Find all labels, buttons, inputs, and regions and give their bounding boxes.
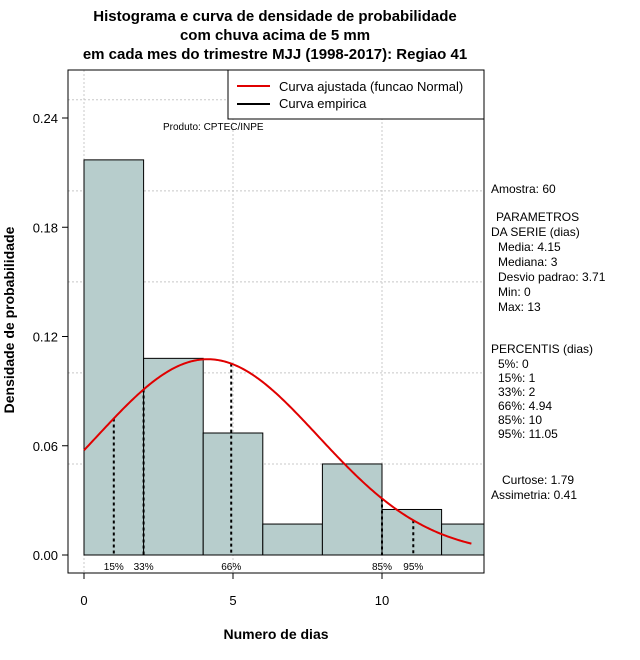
title-line-1: Histograma e curva de densidade de proba… bbox=[93, 8, 456, 25]
y-axis-label: Densidade de probabilidade bbox=[1, 226, 17, 413]
title-line-2: com chuva acima de 5 mm bbox=[180, 27, 370, 44]
legend: Curva ajustada (funcao Normal) Curva emp… bbox=[227, 69, 485, 120]
stat-max: Max: 13 bbox=[498, 300, 541, 314]
params-header-2: DA SERIE (dias) bbox=[491, 225, 580, 239]
percentile-label: 95% bbox=[403, 562, 423, 573]
stat-assimetria: Assimetria: 0.41 bbox=[491, 488, 578, 502]
x-tick-label: 10 bbox=[375, 593, 389, 608]
y-axis: 0.00 0.06 0.12 0.18 0.24 bbox=[33, 111, 68, 563]
percentile-labels: 15% 33% 66% 85% 95% bbox=[104, 562, 424, 573]
percentil-5: 5%: 0 bbox=[498, 357, 529, 371]
x-tick-label: 5 bbox=[229, 593, 236, 608]
percentil-85: 85%: 10 bbox=[498, 413, 543, 427]
percentil-66: 66%: 4.94 bbox=[498, 399, 553, 413]
histogram-bar bbox=[143, 357, 204, 556]
legend-label-empirical: Curva empirica bbox=[279, 96, 367, 111]
chart-title: Histograma e curva de densidade de proba… bbox=[83, 8, 467, 63]
y-tick-label: 0.00 bbox=[33, 548, 58, 563]
percentile-label: 66% bbox=[221, 562, 241, 573]
percentil-15: 15%: 1 bbox=[498, 371, 536, 385]
histogram-bar bbox=[262, 523, 323, 556]
percentil-95: 95%: 11.05 bbox=[498, 427, 558, 441]
normal-curve bbox=[83, 358, 472, 545]
histogram-bar bbox=[441, 523, 485, 556]
histogram-bar bbox=[381, 508, 443, 556]
x-axis: 0 5 10 bbox=[80, 573, 389, 608]
y-tick-label: 0.06 bbox=[33, 439, 58, 454]
stat-mediana: Mediana: 3 bbox=[498, 255, 558, 269]
x-axis-label: Numero de dias bbox=[223, 626, 328, 642]
percentile-label: 33% bbox=[134, 562, 154, 573]
y-tick-label: 0.12 bbox=[33, 330, 58, 345]
histogram-bar bbox=[202, 432, 264, 556]
legend-box bbox=[227, 69, 485, 120]
percentile-label: 15% bbox=[104, 562, 124, 573]
histogram-bars bbox=[83, 159, 485, 556]
sample-size: Amostra: 60 bbox=[491, 182, 556, 196]
title-line-3: em cada mes do trimestre MJJ (1998-2017)… bbox=[83, 46, 467, 63]
legend-label-normal: Curva ajustada (funcao Normal) bbox=[279, 79, 463, 94]
x-tick-label: 0 bbox=[80, 593, 87, 608]
stat-min: Min: 0 bbox=[498, 285, 531, 299]
stat-desvio: Desvio padrao: 3.71 bbox=[498, 270, 606, 284]
percentile-lines bbox=[112, 363, 415, 555]
histogram-bar bbox=[83, 159, 145, 556]
histogram-bar bbox=[321, 463, 383, 556]
percentile-label: 85% bbox=[372, 562, 392, 573]
y-tick-label: 0.18 bbox=[33, 220, 58, 235]
params-header-1: PARAMETROS bbox=[496, 210, 580, 224]
product-annotation: Produto: CPTEC/INPE bbox=[163, 122, 264, 133]
percentis-header: PERCENTIS (dias) bbox=[491, 342, 594, 356]
percentil-33: 33%: 2 bbox=[498, 385, 536, 399]
y-tick-label: 0.24 bbox=[33, 111, 58, 126]
stat-media: Media: 4.15 bbox=[498, 240, 561, 254]
stat-curtose: Curtose: 1.79 bbox=[502, 473, 575, 487]
